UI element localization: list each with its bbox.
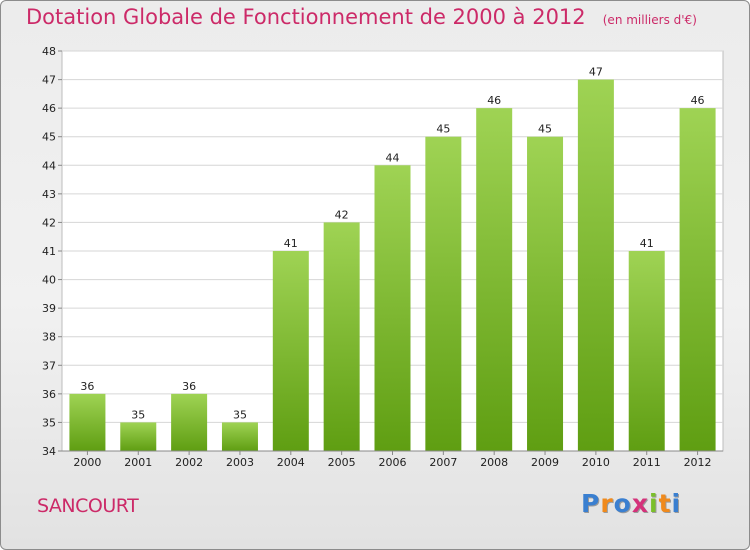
logo-letter: i: [649, 489, 659, 518]
y-tick-label: 37: [42, 359, 56, 372]
bar: [679, 108, 716, 452]
bar: [272, 251, 309, 451]
x-tick-label: 2007: [429, 456, 457, 469]
y-tick-label: 47: [42, 74, 56, 87]
proxiti-logo: Proxiti: [581, 489, 681, 518]
bar: [323, 222, 360, 451]
y-tick-label: 44: [42, 159, 56, 172]
x-tick-label: 2002: [175, 456, 203, 469]
data-label: 41: [284, 237, 298, 250]
y-tick-label: 35: [42, 416, 56, 429]
chart-unit-text: (en milliers d'€): [602, 13, 697, 27]
bar: [120, 422, 157, 451]
bar: [221, 422, 258, 451]
data-label: 45: [436, 123, 450, 136]
x-tick-label: 2009: [531, 456, 559, 469]
x-tick-label: 2010: [582, 456, 610, 469]
y-tick-label: 40: [42, 274, 56, 287]
data-label: 36: [80, 380, 94, 393]
y-tick-label: 39: [42, 302, 56, 315]
logo-letter: P: [581, 489, 601, 518]
chart-title: Dotation Globale de Fonctionnement de 20…: [26, 5, 697, 29]
bar: [577, 79, 614, 452]
data-label: 44: [386, 151, 400, 164]
bar: [171, 393, 208, 451]
y-tick-label: 45: [42, 131, 56, 144]
logo-letter: t: [658, 489, 672, 518]
y-tick-label: 48: [42, 45, 56, 58]
chart-title-text: Dotation Globale de Fonctionnement de 20…: [26, 5, 586, 29]
data-label: 41: [640, 237, 654, 250]
data-label: 35: [131, 408, 145, 421]
data-label: 47: [589, 66, 603, 79]
logo-letter: x: [631, 489, 649, 518]
bar: [628, 251, 665, 451]
y-tick-label: 42: [42, 216, 56, 229]
y-tick-label: 36: [42, 388, 56, 401]
data-label: 46: [691, 94, 705, 107]
y-tick-label: 46: [42, 102, 56, 115]
bar: [425, 136, 462, 451]
data-label: 46: [487, 94, 501, 107]
x-tick-label: 2011: [633, 456, 661, 469]
x-tick-label: 2006: [379, 456, 407, 469]
y-tick-label: 38: [42, 331, 56, 344]
bar: [476, 108, 513, 452]
x-tick-label: 2004: [277, 456, 305, 469]
x-tick-label: 2008: [480, 456, 508, 469]
x-tick-label: 2012: [684, 456, 712, 469]
bar: [527, 136, 564, 451]
commune-name: SANCOURT: [37, 495, 139, 517]
data-label: 42: [335, 208, 349, 221]
data-label: 45: [538, 123, 552, 136]
logo-letter: o: [613, 489, 632, 518]
logo-letter: i: [671, 489, 682, 518]
x-tick-label: 2003: [226, 456, 254, 469]
bar: [69, 393, 106, 451]
y-tick-label: 43: [42, 188, 56, 201]
data-label: 35: [233, 408, 247, 421]
logo-letter: r: [600, 489, 614, 518]
data-label: 36: [182, 380, 196, 393]
x-tick-label: 2005: [328, 456, 356, 469]
y-tick-label: 41: [42, 245, 56, 258]
bar: [374, 165, 411, 452]
x-tick-label: 2001: [124, 456, 152, 469]
y-tick-label: 34: [42, 445, 56, 458]
x-tick-label: 2000: [73, 456, 101, 469]
